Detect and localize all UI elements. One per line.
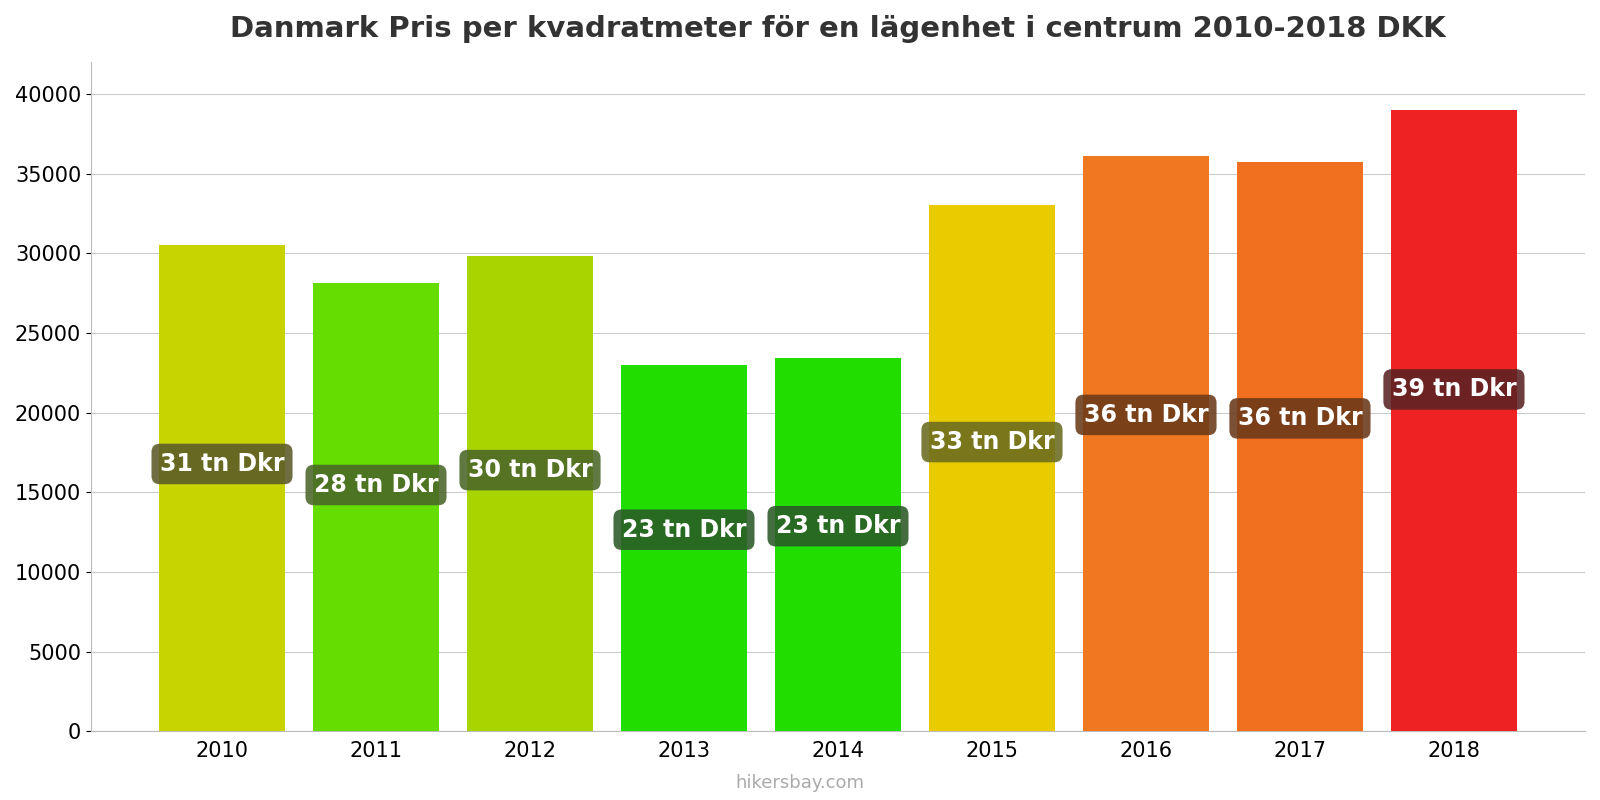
Bar — [774, 358, 901, 731]
Bar — [158, 246, 285, 731]
Title: Danmark Pris per kvadratmeter för en lägenhet i centrum 2010-2018 DKK: Danmark Pris per kvadratmeter för en läg… — [230, 15, 1446, 43]
Bar — [930, 206, 1054, 731]
Text: 36 tn Dkr: 36 tn Dkr — [1238, 406, 1362, 430]
Text: 23 tn Dkr: 23 tn Dkr — [622, 518, 746, 542]
Bar — [1390, 110, 1517, 731]
Bar — [621, 365, 747, 731]
Text: 31 tn Dkr: 31 tn Dkr — [160, 452, 285, 476]
Bar — [1237, 162, 1363, 731]
Bar — [314, 283, 438, 731]
Text: 36 tn Dkr: 36 tn Dkr — [1083, 403, 1208, 427]
Text: 39 tn Dkr: 39 tn Dkr — [1392, 378, 1517, 402]
Text: 33 tn Dkr: 33 tn Dkr — [930, 430, 1054, 454]
Text: 30 tn Dkr: 30 tn Dkr — [467, 458, 592, 482]
Text: 23 tn Dkr: 23 tn Dkr — [776, 514, 901, 538]
Text: 28 tn Dkr: 28 tn Dkr — [314, 473, 438, 497]
Bar — [1083, 156, 1210, 731]
Bar — [467, 257, 594, 731]
Text: hikersbay.com: hikersbay.com — [736, 774, 864, 792]
